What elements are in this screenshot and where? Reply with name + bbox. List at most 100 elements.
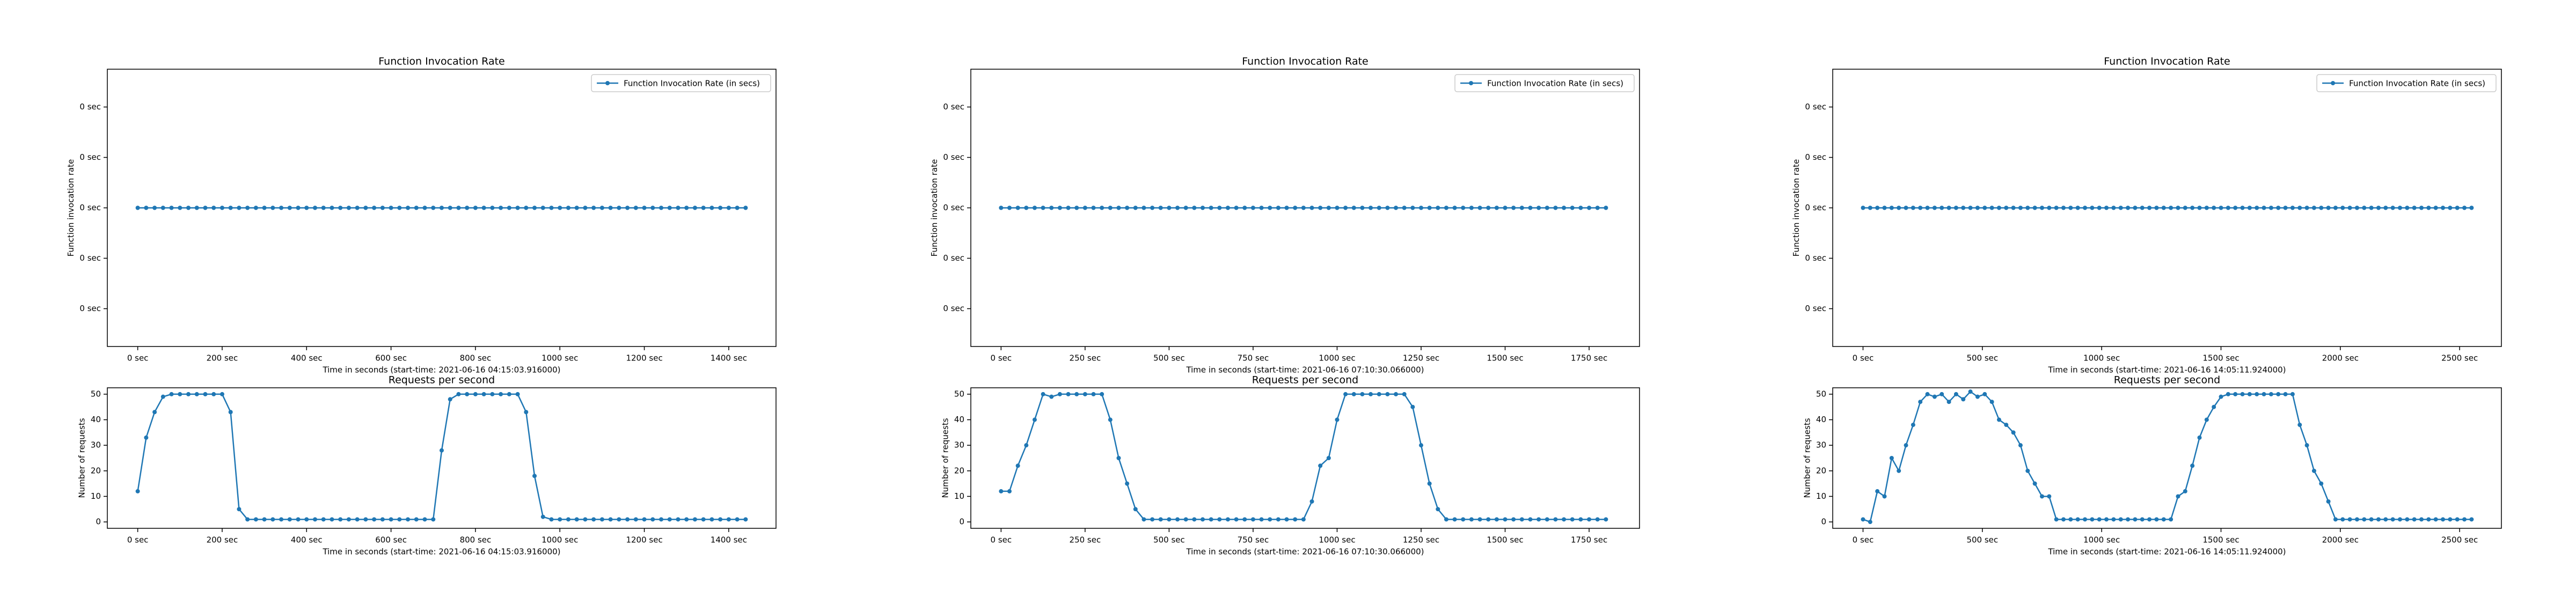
x-tick-label: 1000 sec — [2083, 353, 2120, 363]
point — [2018, 205, 2023, 210]
point — [1419, 443, 1424, 448]
point — [2233, 392, 2238, 396]
point — [599, 205, 604, 210]
point — [1057, 205, 1062, 210]
point — [608, 517, 613, 522]
point — [2219, 394, 2223, 399]
point — [2383, 205, 2388, 210]
point — [1100, 205, 1104, 210]
point — [456, 392, 461, 396]
point — [2247, 205, 2252, 210]
point — [999, 489, 1004, 493]
point — [2462, 205, 2467, 210]
point — [1904, 205, 1908, 210]
legend-label: Function Invocation Rate (in secs) — [1487, 79, 1623, 88]
point — [1469, 205, 1474, 210]
point — [2283, 392, 2288, 396]
point — [1477, 205, 1482, 210]
point — [1996, 417, 2001, 422]
x-tick-label: 1000 sec — [541, 353, 578, 363]
point — [2412, 517, 2417, 522]
point — [194, 205, 199, 210]
y-tick-label: 0 sec — [79, 304, 101, 313]
y-tick-label: 20 — [91, 466, 101, 475]
point — [1385, 392, 1390, 396]
point — [211, 392, 216, 396]
point — [1108, 417, 1113, 422]
y-tick-label: 0 sec — [79, 253, 101, 263]
point — [160, 394, 165, 399]
point — [515, 392, 520, 396]
point — [372, 205, 377, 210]
point — [2390, 517, 2395, 522]
point — [144, 205, 149, 210]
y-tick-label: 0 sec — [79, 102, 101, 112]
point — [219, 205, 224, 210]
x-axis-label: Time in seconds (start-time: 2021-06-16 … — [322, 365, 560, 375]
point — [330, 517, 334, 522]
point — [2240, 392, 2245, 396]
point — [473, 392, 478, 396]
y-tick-label: 0 — [1821, 517, 1826, 527]
point — [566, 205, 570, 210]
point — [1192, 517, 1197, 522]
point — [591, 205, 596, 210]
point — [1975, 205, 1980, 210]
point — [532, 474, 537, 478]
point — [1486, 205, 1491, 210]
y-tick-label: 0 — [96, 517, 101, 527]
point — [2154, 517, 2159, 522]
x-tick-label: 250 sec — [1070, 353, 1101, 363]
point — [473, 205, 478, 210]
point — [1351, 205, 1356, 210]
point — [2004, 423, 2009, 427]
point — [1477, 517, 1482, 522]
point — [440, 205, 444, 210]
point — [735, 517, 740, 522]
point — [2140, 517, 2145, 522]
point — [735, 205, 740, 210]
point — [2268, 205, 2273, 210]
point — [1066, 205, 1071, 210]
point — [608, 205, 613, 210]
point — [1402, 392, 1407, 396]
y-tick-label: 0 sec — [943, 203, 964, 212]
point — [1066, 392, 1071, 396]
point — [2011, 430, 2016, 435]
point — [186, 205, 191, 210]
point — [1074, 205, 1079, 210]
point — [2276, 205, 2281, 210]
point — [1318, 463, 1323, 468]
y-tick-label: 40 — [1816, 415, 1826, 424]
y-tick-label: 10 — [1816, 491, 1826, 501]
point — [397, 205, 402, 210]
point — [1116, 456, 1121, 460]
point — [465, 205, 470, 210]
x-tick-label: 1750 sec — [1571, 353, 1607, 363]
point — [1360, 205, 1365, 210]
point — [583, 517, 588, 522]
point — [2262, 205, 2266, 210]
x-tick-label: 200 sec — [207, 535, 238, 545]
point — [1868, 205, 1872, 210]
point — [2047, 494, 2052, 499]
point — [338, 205, 343, 210]
point — [659, 205, 664, 210]
point — [1536, 205, 1541, 210]
point — [1570, 205, 1575, 210]
point — [2133, 517, 2138, 522]
point — [296, 205, 301, 210]
point — [558, 205, 562, 210]
point — [1167, 205, 1172, 210]
point — [1968, 389, 1973, 394]
point — [1444, 205, 1448, 210]
point — [1545, 205, 1549, 210]
x-tick-label: 500 sec — [1966, 535, 1998, 545]
point — [135, 489, 140, 493]
x-tick-label: 0 sec — [991, 353, 1012, 363]
point — [549, 517, 554, 522]
point — [1175, 205, 1180, 210]
point — [1528, 205, 1533, 210]
point — [574, 205, 579, 210]
point — [1343, 392, 1348, 396]
